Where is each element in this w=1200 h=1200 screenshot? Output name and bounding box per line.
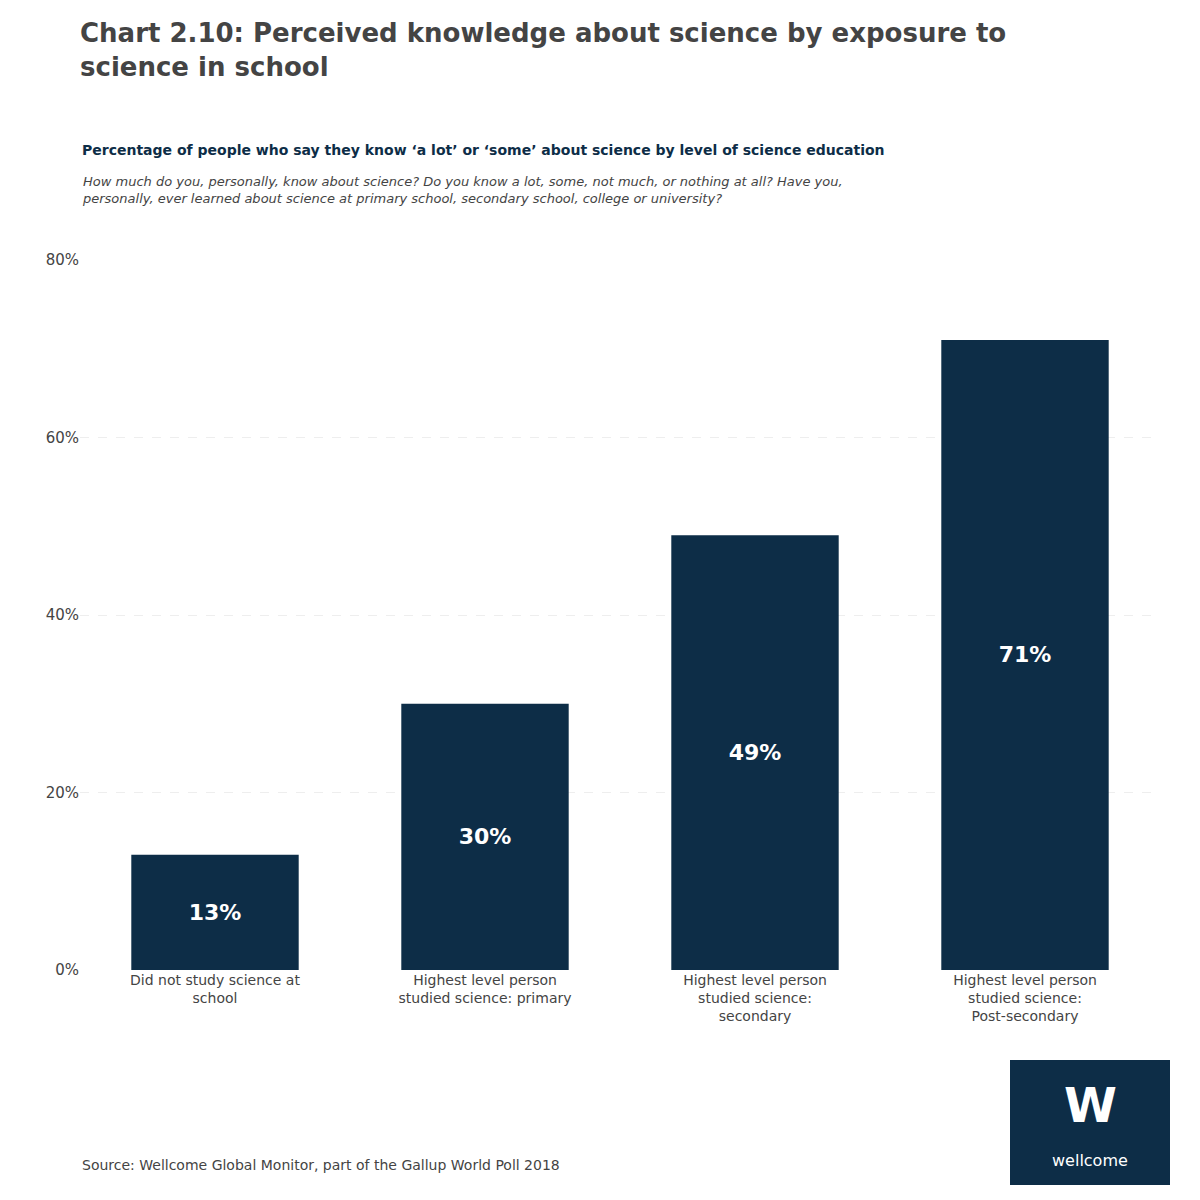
svg-text:Chart 2.10: Perceived knowledg: Chart 2.10: Perceived knowledge about sc… <box>80 18 1006 82</box>
svg-text:Source: Wellcome Global Monito: Source: Wellcome Global Monitor, part of… <box>82 1157 560 1173</box>
svg-text:49%: 49% <box>729 740 782 765</box>
svg-text:Did not study science atschool: Did not study science atschool <box>130 972 300 1006</box>
svg-text:20%: 20% <box>46 784 79 802</box>
svg-text:60%: 60% <box>46 429 79 447</box>
svg-text:30%: 30% <box>459 824 512 849</box>
svg-text:Highest level personstudied sc: Highest level personstudied science:Post… <box>953 972 1097 1024</box>
svg-text:80%: 80% <box>46 251 79 269</box>
svg-text:0%: 0% <box>55 961 79 979</box>
svg-text:How much do you, personally, k: How much do you, personally, know about … <box>82 174 843 206</box>
svg-text:Highest level personstudied sc: Highest level personstudied science: pri… <box>398 972 571 1006</box>
svg-text:71%: 71% <box>999 642 1052 667</box>
svg-text:Percentage of people who say t: Percentage of people who say they know ‘… <box>82 142 885 158</box>
svg-text:Highest level personstudied sc: Highest level personstudied science:seco… <box>683 972 827 1024</box>
svg-text:W: W <box>1064 1077 1117 1133</box>
svg-text:13%: 13% <box>189 900 242 925</box>
svg-text:40%: 40% <box>46 606 79 624</box>
svg-text:wellcome: wellcome <box>1052 1151 1128 1170</box>
